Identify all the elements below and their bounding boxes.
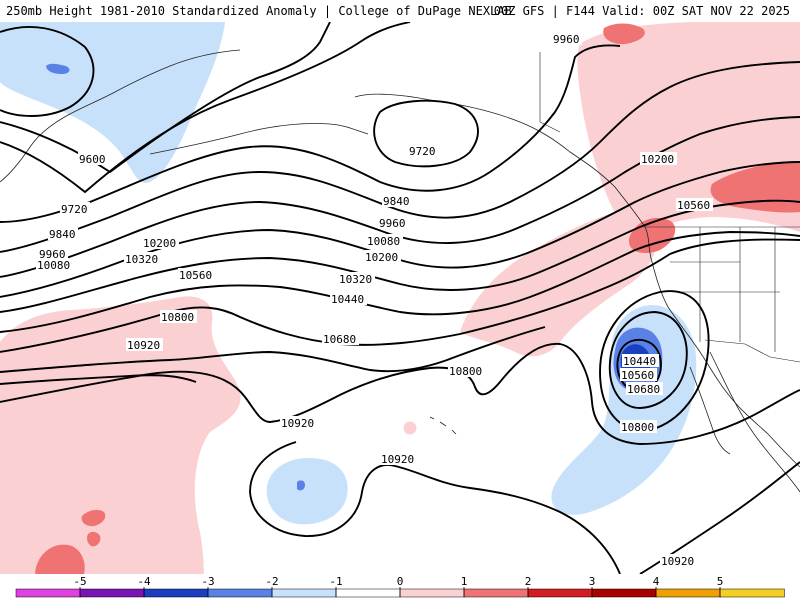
title-bar: 250mb Height 1981-2010 Standardized Anom… [0, 0, 800, 22]
contour-label-9840-center: 9840 [383, 195, 410, 208]
colorbar-tick-label: 1 [461, 575, 468, 588]
contour-label-10320-center: 10320 [339, 273, 372, 286]
colorbar-tick-label: -2 [265, 575, 278, 588]
contour-label-10200-west: 10200 [143, 237, 176, 250]
contour-label-10080-center: 10080 [367, 235, 400, 248]
contour-label-10200-center: 10200 [365, 251, 398, 264]
contour-label-10680-center: 10680 [323, 333, 356, 346]
contour-label-10800-west: 10800 [161, 311, 194, 324]
colorbar-swatch [399, 588, 465, 598]
colorbar-swatch [207, 588, 273, 598]
colorbar-swatch [271, 588, 337, 598]
contour-10080 [0, 116, 800, 278]
alaska-coast [354, 93, 800, 468]
baja-california [689, 366, 731, 455]
contour-label-9960-center: 9960 [379, 217, 406, 230]
positive-anomaly-west-pacific-core-c [35, 544, 85, 574]
height-contours [0, 22, 800, 574]
colorbar-tick-label: -3 [201, 575, 214, 588]
contour-10560-ring [608, 311, 688, 409]
contour-9720-ring [373, 99, 479, 168]
positive-anomaly-west-pacific-core-a [81, 509, 106, 527]
colorbar-swatches [15, 588, 785, 598]
contour-9960 [0, 61, 800, 253]
us-mexico-border [704, 339, 800, 363]
contour-9720-line [0, 22, 411, 194]
contour-9840 [0, 44, 621, 223]
contour-10440-main [0, 231, 800, 333]
contour-label-9840-west: 9840 [49, 228, 76, 241]
anomaly-colorbar: -5 -4 -3 -2 -1 0 1 2 3 4 5 [0, 574, 800, 600]
colorbar-labels: -5 -4 -3 -2 -1 0 1 2 3 4 5 [73, 575, 723, 597]
alaska-canada-border [539, 52, 561, 133]
siberia-coast [0, 49, 241, 183]
contour-label-9600: 9600 [79, 153, 106, 166]
contour-10680-main [0, 326, 546, 373]
anomaly-map: 9600 9720 9720 9840 9840 9960 9960 9960 … [0, 22, 800, 574]
positive-anomaly-west-pacific [0, 296, 241, 574]
positive-anomaly-hawaii [403, 421, 417, 435]
contour-label-10560-low: 10560 [621, 369, 654, 382]
contour-10800 [0, 343, 800, 445]
contour-10920 [0, 374, 197, 385]
mexico-coast [709, 351, 800, 493]
contour-label-10680-low: 10680 [627, 383, 660, 396]
colorbar-tick-label: 3 [589, 575, 596, 588]
contour-9600-ring [0, 26, 95, 117]
colorbar-tick-label: 0 [397, 575, 404, 588]
aleutian-chain [149, 123, 369, 155]
contour-label-10920-south: 10920 [661, 555, 694, 568]
hawaii-islands [429, 416, 457, 435]
colorbar-tick-label: 2 [525, 575, 532, 588]
model-run-info: 00Z GFS | F144 Valid: 00Z SAT NOV 22 202… [493, 4, 790, 18]
contour-label-9960-west: 9960 [39, 248, 66, 261]
contour-label-10800-east: 10800 [621, 421, 654, 434]
colorbar-tick-label: 4 [653, 575, 660, 588]
contour-label-10920-hawaii: 10920 [381, 453, 414, 466]
map-title: 250mb Height 1981-2010 Standardized Anom… [6, 4, 512, 18]
colorbar-tick-label: -4 [137, 575, 151, 588]
contour-10920-lower [249, 441, 621, 574]
colorbar-swatch [335, 588, 401, 598]
contour-label-10440-center: 10440 [331, 293, 364, 306]
colorbar-swatch [143, 588, 209, 598]
contour-label-10080-west: 10080 [37, 259, 70, 272]
colorbar-swatch [655, 588, 721, 598]
positive-anomaly-west-pacific-core-b [87, 531, 101, 547]
negative-anomaly-bering-core [46, 63, 70, 74]
colorbar-swatch [527, 588, 593, 598]
contour-label-10560-east: 10560 [677, 199, 710, 212]
negative-anomaly-bering [0, 22, 225, 183]
contour-label-10800-center: 10800 [449, 365, 482, 378]
state-borders-west [670, 227, 780, 352]
coastlines [0, 49, 800, 493]
negative-anomaly-central-pacific-core [297, 480, 305, 491]
contour-label-9720-ring: 9720 [409, 145, 436, 158]
colorbar-swatch [79, 588, 145, 598]
contour-label-10920-central: 10920 [281, 417, 314, 430]
colorbar-tick-label: -5 [73, 575, 86, 588]
colorbar-swatch [591, 588, 657, 598]
colorbar-swatch [463, 588, 529, 598]
contour-label-10200-east: 10200 [641, 153, 674, 166]
colorbar-swatch [719, 588, 785, 598]
contour-label-10320-west: 10320 [125, 253, 158, 266]
colorbar-tick-label: 5 [717, 575, 724, 588]
negative-anomaly-central-pacific [266, 458, 348, 525]
contour-label-10440-low: 10440 [623, 355, 656, 368]
positive-anomaly-canada-core [603, 23, 645, 45]
contour-label-10560-west: 10560 [179, 269, 212, 282]
contour-label-10920-west: 10920 [127, 339, 160, 352]
colorbar-tick-label: -1 [329, 575, 342, 588]
positive-anomaly-east-pacific [460, 210, 657, 357]
contour-label-9960-north: 9960 [553, 33, 580, 46]
contour-labels: 9600 9720 9720 9840 9840 9960 9960 9960 … [36, 32, 713, 568]
contour-label-9720-west: 9720 [61, 203, 88, 216]
colorbar-swatch [15, 588, 81, 598]
